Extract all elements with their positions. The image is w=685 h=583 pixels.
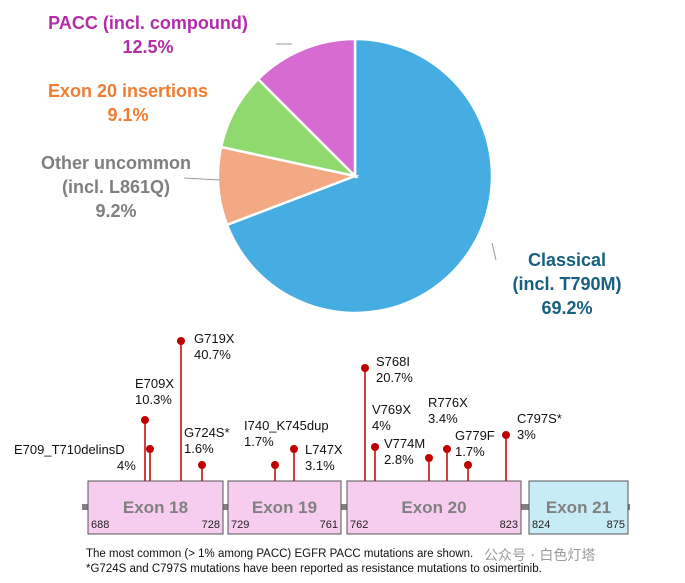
exon-box-1	[227, 480, 342, 535]
mutation-lollipops: E709_T710delinsD4%E709X10.3%G719X40.7%G7…	[14, 331, 562, 481]
pie-leader-line-0	[491, 242, 497, 261]
exon-box-3	[528, 480, 629, 535]
mutation-name-11: C797S*	[517, 411, 562, 426]
pie-label-3-line-1: 12.5%	[122, 37, 173, 57]
lollipop-head-7	[371, 443, 379, 451]
pie-label-1-line-2: 9.2%	[95, 201, 136, 221]
mutation-freq-11: 3%	[517, 427, 536, 442]
lollipop-head-6	[361, 364, 369, 372]
exon-start-3: 824	[532, 519, 550, 531]
mutation-freq-2: 40.7%	[194, 347, 231, 362]
exon-end-3: 875	[607, 519, 625, 531]
exon-start-1: 729	[231, 519, 249, 531]
exon-name-3: Exon 21	[546, 498, 611, 517]
lollipop-head-0	[146, 445, 154, 453]
mutation-name-5: L747X	[305, 442, 343, 457]
mutation-name-10: G779F	[455, 428, 495, 443]
mutation-freq-10: 1.7%	[455, 444, 485, 459]
exon-box-2	[346, 480, 522, 535]
pie-labels: Classical (incl. T790M) 69.2% Other uncommo…	[41, 13, 622, 318]
exon-end-0: 728	[202, 519, 220, 531]
mutation-freq-4: 1.7%	[244, 434, 274, 449]
exon-end-2: 823	[500, 519, 518, 531]
mutation-freq-5: 3.1%	[305, 458, 335, 473]
footnote-1: The most common (> 1% among PACC) EGFR P…	[86, 548, 474, 560]
mutation-name-6: S768I	[376, 354, 410, 369]
lollipop-head-2	[177, 337, 185, 345]
mutation-freq-9: 3.4%	[428, 411, 458, 426]
lollipop-head-3	[198, 461, 206, 469]
exon-name-2: Exon 20	[401, 498, 466, 517]
pie-label-0-line-2: 69.2%	[541, 298, 592, 318]
exon-box-0	[87, 480, 224, 535]
mutation-freq-1: 10.3%	[135, 392, 172, 407]
pie-slice-0	[225, 37, 494, 315]
mutation-name-3: G724S*	[184, 425, 230, 440]
pie-chart	[216, 37, 494, 315]
exon-name-0: Exon 18	[123, 498, 188, 517]
pie-label-1-line-1: (incl. L861Q)	[62, 177, 170, 197]
lollipop-head-4	[271, 461, 279, 469]
pie-label-1-line-0: Other uncommon	[41, 153, 191, 173]
exon-start-2: 762	[350, 519, 368, 531]
lollipop-head-5	[290, 445, 298, 453]
pie-label-3-line-0: PACC (incl. compound)	[48, 13, 248, 33]
footnote-2: *G724S and C797S mutations have been rep…	[86, 563, 542, 575]
pie-label-0-line-0: Classical	[528, 250, 606, 270]
pie-slice-2	[219, 77, 359, 179]
mutation-freq-8: 2.8%	[384, 452, 414, 467]
mutation-freq-6: 20.7%	[376, 370, 413, 385]
pie-slice-3	[256, 37, 357, 180]
mutation-freq-0: 4%	[117, 458, 136, 473]
mutation-name-7: V769X	[372, 402, 411, 417]
exon-name-1: Exon 19	[252, 498, 317, 517]
pie-label-2-line-1: 9.1%	[107, 105, 148, 125]
pie-slice-1	[216, 145, 360, 227]
mutation-name-0: E709_T710delinsD	[14, 442, 125, 457]
mutation-name-1: E709X	[135, 376, 174, 391]
mutation-freq-3: 1.6%	[184, 441, 214, 456]
mutation-name-8: V774M	[384, 436, 425, 451]
mutation-freq-7: 4%	[372, 418, 391, 433]
lollipop-head-11	[502, 431, 510, 439]
mutation-name-4: I740_K745dup	[244, 418, 329, 433]
watermark: 公众号 · 白色灯塔	[484, 548, 596, 564]
mutation-name-2: G719X	[194, 331, 235, 346]
pie-label-2-line-0: Exon 20 insertions	[48, 81, 208, 101]
mutation-name-9: R776X	[428, 395, 468, 410]
exon-start-0: 688	[91, 519, 109, 531]
lollipop-head-10	[464, 461, 472, 469]
pie-label-0-line-1: (incl. T790M)	[512, 274, 621, 294]
pie-leader-line-1	[183, 177, 221, 181]
lollipop-head-1	[141, 416, 149, 424]
lollipop-head-8	[425, 454, 433, 462]
exon-end-1: 761	[320, 519, 338, 531]
lollipop-head-9	[443, 445, 451, 453]
